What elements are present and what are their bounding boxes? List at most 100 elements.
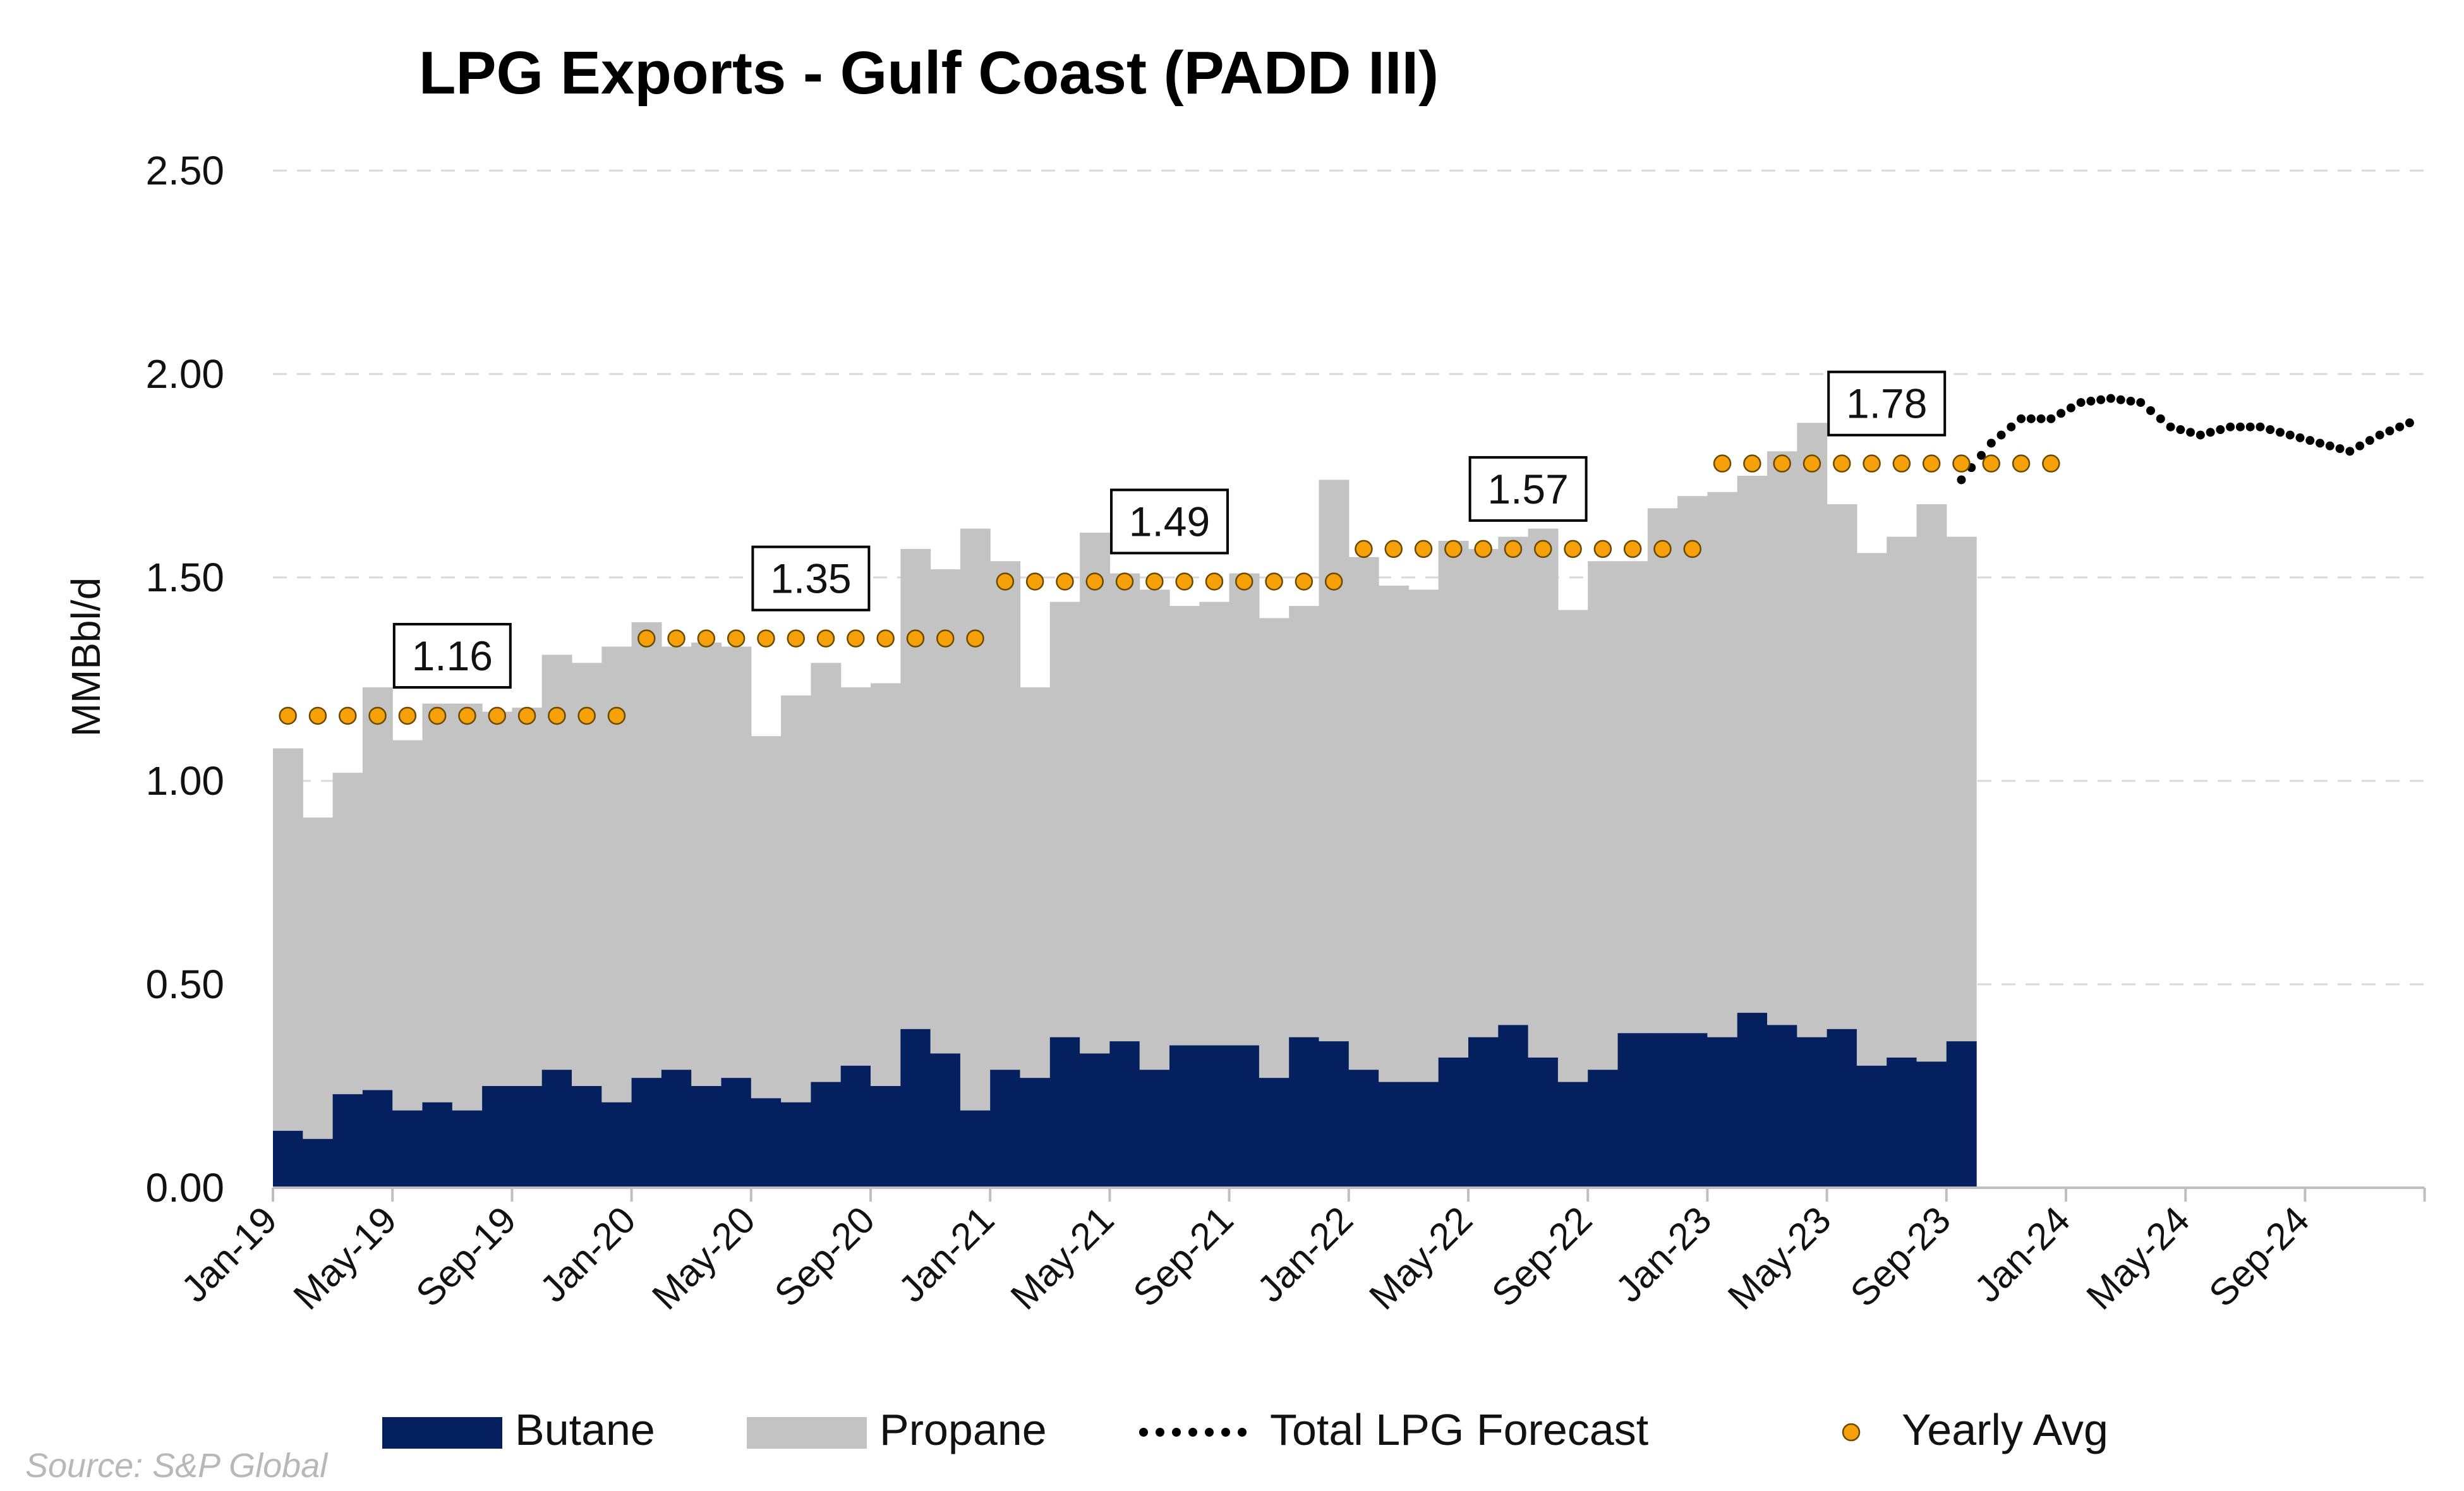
- yearly-avg-point: [607, 706, 626, 725]
- propane-area-segment: [1707, 492, 1738, 1037]
- x-tick-label: May-21: [1003, 1198, 1122, 1318]
- butane-area-segment: [332, 1094, 363, 1188]
- yearly-avg-point: [1205, 572, 1224, 591]
- forecast-point: [2166, 422, 2175, 432]
- propane-area-segment: [422, 703, 453, 1102]
- butane-area-segment: [452, 1110, 483, 1188]
- butane-area-segment: [1498, 1025, 1529, 1188]
- propane-area-segment: [751, 736, 782, 1099]
- forecast-point: [2026, 414, 2036, 423]
- propane-area-segment: [572, 663, 602, 1086]
- butane-area-segment: [273, 1130, 303, 1188]
- yearly-avg-point: [816, 629, 835, 648]
- yearly-avg-point: [1683, 540, 1701, 558]
- butane-area-segment: [1169, 1045, 1200, 1188]
- propane-area-segment: [1139, 589, 1170, 1070]
- butane-area-segment: [661, 1070, 692, 1188]
- yearly-avg-point: [787, 629, 805, 648]
- y-axis-ticks: 0.00 0.50 1.00 1.50 2.00 2.50: [145, 148, 224, 1210]
- propane-area-segment: [1229, 573, 1260, 1046]
- butane-area-segment: [691, 1086, 722, 1188]
- forecast-point: [2325, 441, 2334, 450]
- forecast-point: [2245, 422, 2255, 432]
- x-tick-label: Jan-22: [1249, 1198, 1361, 1310]
- forecast-point: [1957, 475, 1966, 485]
- butane-area-segment: [1856, 1065, 1887, 1188]
- butane-area-segment: [721, 1078, 752, 1188]
- forecast-point: [2106, 394, 2115, 403]
- butane-area-segment: [1946, 1041, 1977, 1188]
- forecast-point: [2345, 447, 2355, 456]
- yearly-avg-point: [1892, 454, 1911, 473]
- butane-area-segment: [303, 1138, 334, 1188]
- propane-area-segment: [452, 703, 483, 1111]
- x-tick-label: Jan-20: [532, 1198, 644, 1310]
- x-tick-label: Jan-21: [890, 1198, 1002, 1310]
- forecast-point: [1976, 450, 1986, 460]
- y-axis-label: MMBbl/d: [63, 577, 109, 737]
- x-tick-label: May-22: [1361, 1198, 1480, 1318]
- yearly-avg-point: [1952, 454, 1971, 473]
- forecast-point: [2176, 425, 2185, 435]
- yearly-avg-point: [1085, 572, 1104, 591]
- propane-area-segment: [1528, 528, 1559, 1058]
- butane-area-segment: [482, 1086, 512, 1188]
- yearly-avg-point: [428, 706, 447, 725]
- propane-area-segment: [661, 646, 692, 1070]
- yearly-avg-label: 1.49: [1129, 498, 1210, 545]
- yearly-avg-point: [1833, 454, 1851, 473]
- yearly-avg-point: [906, 629, 925, 648]
- butane-area-segment: [1049, 1037, 1080, 1188]
- forecast-point: [2235, 422, 2245, 432]
- butane-area-segment: [1468, 1037, 1499, 1188]
- butane-area-segment: [1139, 1070, 1170, 1188]
- yearly-avg-point: [697, 629, 716, 648]
- propane-area-segment: [273, 748, 303, 1131]
- butane-area-segment: [362, 1090, 393, 1188]
- x-tick-label: May-23: [1720, 1198, 1839, 1318]
- yearly-avg-point: [517, 706, 536, 725]
- x-tick-label: Sep-24: [2201, 1198, 2317, 1315]
- yearly-avg-point: [757, 629, 775, 648]
- propane-area-segment: [721, 646, 752, 1078]
- stacked-areas: [273, 423, 1977, 1188]
- propane-area-segment: [1647, 508, 1678, 1034]
- y-tick-label: 0.50: [145, 962, 224, 1007]
- butane-area-segment: [990, 1070, 1021, 1188]
- butane-area-segment: [1109, 1041, 1140, 1188]
- yearly-avg-point: [1982, 454, 2000, 473]
- forecast-point: [2305, 436, 2315, 445]
- butane-area-segment: [541, 1070, 572, 1188]
- yearly-avg-point: [667, 629, 685, 648]
- forecast-point: [2385, 426, 2395, 436]
- x-tick-label: May-24: [2079, 1198, 2198, 1318]
- forecast-point: [2126, 396, 2135, 406]
- yearly-avg-point: [1324, 572, 1343, 591]
- x-tick-label: Sep-20: [766, 1198, 883, 1315]
- yearly-avg-point: [368, 706, 387, 725]
- butane-area-segment: [392, 1110, 423, 1188]
- butane-area-segment: [960, 1110, 991, 1188]
- butane-area-segment: [1797, 1037, 1828, 1188]
- propane-area-segment: [811, 663, 842, 1082]
- yearly-avg-point: [577, 706, 596, 725]
- forecast-point: [2395, 422, 2405, 432]
- yearly-avg-point: [1414, 540, 1433, 558]
- x-tick-label: Sep-19: [408, 1198, 524, 1315]
- butane-area-segment: [631, 1078, 662, 1188]
- butane-area-segment: [1617, 1033, 1648, 1188]
- butane-area-segment: [751, 1098, 782, 1188]
- butane-area-segment: [1408, 1082, 1439, 1188]
- propane-area-segment: [1767, 451, 1797, 1025]
- x-tick-label: Jan-19: [173, 1198, 285, 1310]
- forecast-point: [2156, 414, 2165, 423]
- forecast-legend-dot: [1172, 1428, 1181, 1437]
- propane-area-segment: [930, 569, 961, 1054]
- propane-area-segment: [781, 695, 811, 1102]
- yearly-avg-point: [876, 629, 895, 648]
- butane-area-segment: [1767, 1025, 1797, 1188]
- yearly-avg-point: [1265, 572, 1283, 591]
- legend-label: Propane: [879, 1405, 1047, 1454]
- propane-area-segment: [1498, 536, 1529, 1025]
- forecast-point: [2216, 425, 2225, 435]
